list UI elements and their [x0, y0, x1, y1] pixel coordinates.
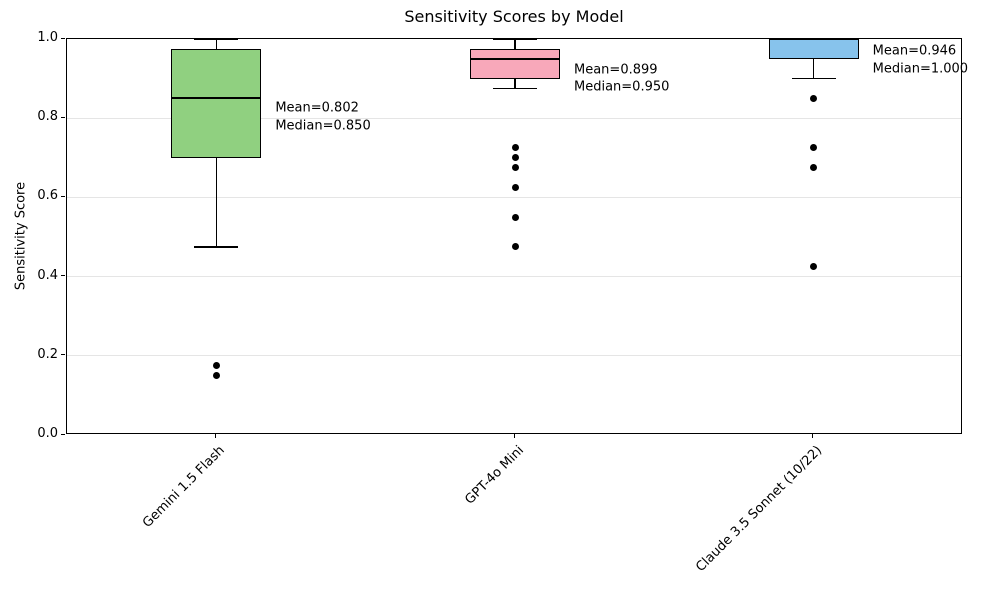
median-line [768, 38, 859, 40]
outlier-point [212, 372, 220, 380]
whisker-lower [215, 157, 218, 247]
mean-median-annotation: Mean=0.899 Median=0.950 [574, 61, 669, 96]
whisker-cap-lower [194, 246, 239, 248]
y-tick-mark [61, 433, 65, 435]
gridline [67, 276, 961, 278]
y-tick-label: 1.0 [37, 30, 58, 45]
x-tick-label: GPT-4o Mini [461, 443, 527, 508]
outlier-point [212, 362, 220, 370]
annotation-line: Median=1.000 [872, 61, 969, 77]
y-tick-label: 0.4 [37, 267, 58, 283]
mean-median-annotation: Mean=0.946 Median=1.000 [873, 43, 968, 78]
x-tick-mark [214, 434, 216, 438]
y-tick-label: 0.6 [37, 188, 58, 204]
y-tick-mark [61, 275, 65, 277]
plot-area: Mean=0.802 Median=0.850 Mean=0.899 Median=0… [66, 38, 968, 434]
annotation-line: Median=0.950 [574, 79, 670, 95]
y-tick-mark [61, 195, 65, 197]
outlier-point [511, 144, 519, 152]
annotation-line: Mean=0.802 [275, 100, 359, 116]
annotation-line: Median=0.850 [275, 118, 371, 134]
boxplot-box [171, 48, 262, 158]
outlier-point [810, 144, 818, 152]
x-tick-mark [812, 434, 814, 438]
annotation-line: Mean=0.946 [872, 43, 957, 59]
y-tick-mark [61, 116, 65, 118]
outlier-point [511, 164, 519, 172]
outlier-point [511, 243, 519, 251]
whisker-lower [812, 58, 815, 79]
whisker-cap-lower [493, 87, 537, 90]
median-line [171, 97, 262, 100]
outlier-point [511, 213, 519, 221]
outlier-point [810, 94, 818, 102]
boxplot-box [768, 39, 859, 59]
whisker-upper [514, 39, 516, 49]
outlier-point [810, 164, 818, 172]
gridline [67, 355, 961, 357]
x-tick-mark [513, 434, 515, 438]
whisker-cap-upper [194, 38, 239, 40]
outlier-point [511, 154, 519, 162]
x-tick-label: Gemini 1.5 Flash [140, 443, 228, 531]
y-tick-label: 0.2 [37, 346, 58, 362]
outlier-point [511, 184, 519, 191]
chart-title: Sensitivity Scores by Model [404, 7, 624, 26]
gridline [67, 196, 961, 198]
median-line [470, 57, 560, 60]
whisker-lower [514, 78, 516, 89]
gridline [67, 117, 961, 119]
whisker-upper [215, 39, 218, 49]
y-tick-label: 0.8 [37, 109, 58, 125]
y-tick-mark [61, 37, 65, 39]
x-tick-label: Claude 3.5 Sonnet (10/22) [693, 443, 826, 575]
annotation-line: Mean=0.899 [574, 62, 658, 78]
mean-median-annotation: Mean=0.802 Median=0.850 [275, 100, 370, 135]
whisker-cap-lower [791, 77, 836, 80]
outlier-point [810, 263, 818, 271]
boxplot-box [470, 48, 560, 79]
y-tick-mark [61, 354, 65, 356]
whisker-cap-upper [493, 38, 537, 40]
y-tick-label: 0.0 [37, 426, 58, 441]
